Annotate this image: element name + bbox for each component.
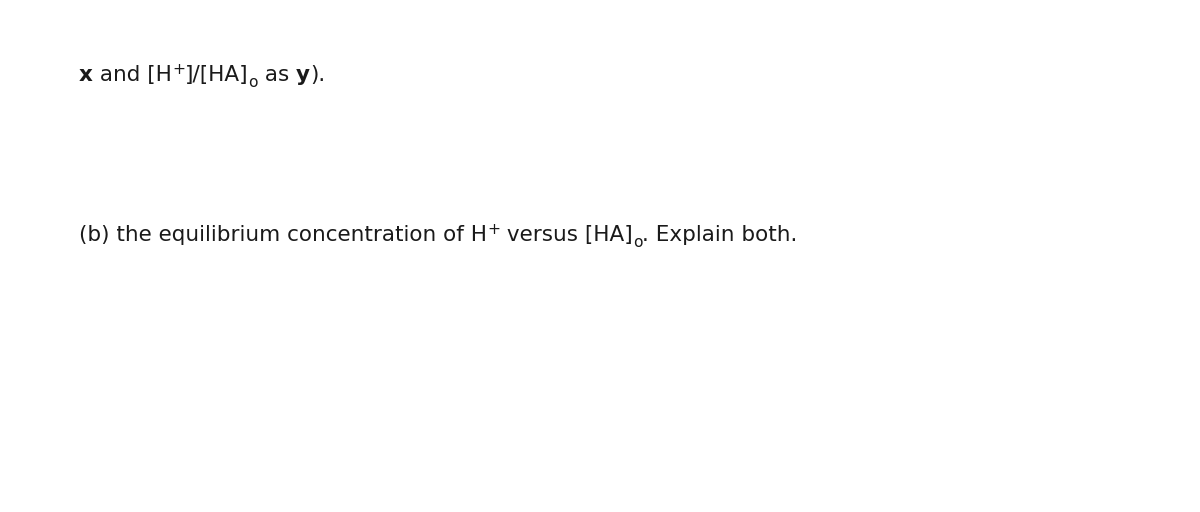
Text: o: o [632, 234, 642, 250]
Text: y: y [296, 66, 310, 86]
Text: (b) the equilibrium concentration of H: (b) the equilibrium concentration of H [79, 225, 487, 245]
Text: ]/[HA]: ]/[HA] [185, 66, 248, 86]
Text: . Explain both.: . Explain both. [642, 225, 798, 245]
Text: ).: ). [310, 66, 325, 86]
Text: +: + [172, 62, 185, 77]
Text: o: o [248, 75, 258, 90]
Text: versus [HA]: versus [HA] [500, 225, 632, 245]
Text: and [H: and [H [94, 66, 172, 86]
Text: +: + [487, 222, 500, 237]
Text: as: as [258, 66, 296, 86]
Text: x: x [79, 66, 94, 86]
